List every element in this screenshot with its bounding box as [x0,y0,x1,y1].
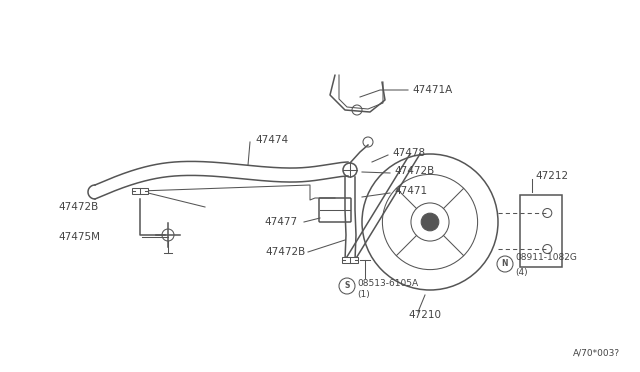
Text: 47471: 47471 [394,186,427,196]
Bar [342,257,358,263]
Text: S: S [344,282,349,291]
Text: 47471A: 47471A [412,85,452,95]
Bar [520,195,562,267]
Text: 47478: 47478 [392,148,425,158]
Text: 08513-6105A: 08513-6105A [357,279,418,288]
Text: 47212: 47212 [535,171,568,181]
Text: 08911-1082G: 08911-1082G [515,253,577,263]
Text: (1): (1) [357,291,370,299]
Text: 47475M: 47475M [58,232,100,242]
Text: N: N [502,260,508,269]
Text: 47472B: 47472B [394,166,435,176]
Text: 47472B: 47472B [265,247,305,257]
Text: (4): (4) [515,267,527,276]
Circle shape [421,213,439,231]
Text: 47477: 47477 [265,217,298,227]
Bar [132,188,148,194]
Text: A/70*003?: A/70*003? [573,349,620,358]
Text: 47474: 47474 [255,135,288,145]
Text: 47472B: 47472B [58,202,99,212]
Text: 47210: 47210 [408,310,441,320]
